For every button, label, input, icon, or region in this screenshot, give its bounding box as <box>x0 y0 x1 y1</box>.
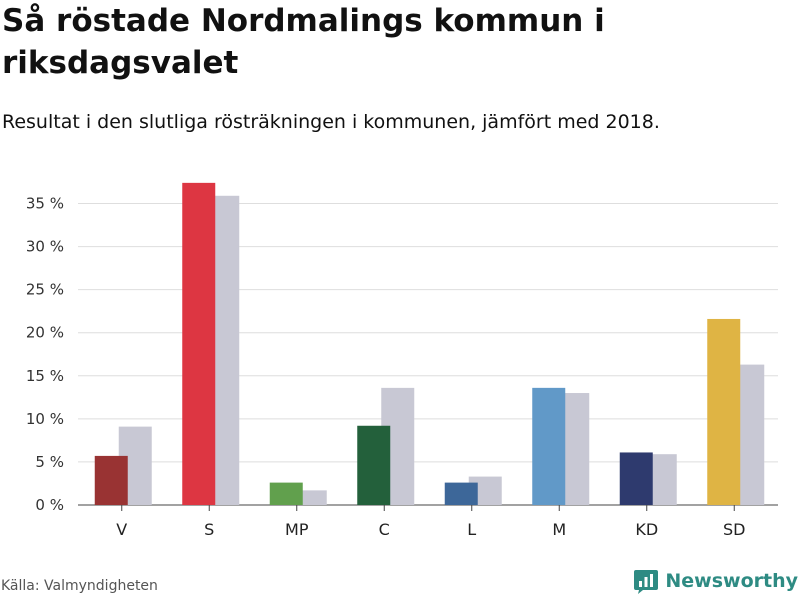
x-tick-label: S <box>204 520 214 539</box>
x-tick-label: M <box>552 520 566 539</box>
brand-logo: Newsworthy <box>633 568 798 594</box>
y-tick-label: 15 % <box>26 367 64 385</box>
x-tick-label: V <box>116 520 127 539</box>
y-tick-label: 20 % <box>26 324 64 342</box>
y-tick-label: 10 % <box>26 410 64 428</box>
bar-2022-kd <box>619 452 653 505</box>
x-tick-label: L <box>467 520 476 539</box>
source-note: Källa: Valmyndigheten <box>1 578 158 594</box>
x-tick-label: C <box>379 520 390 539</box>
x-tick-label: SD <box>723 520 745 539</box>
bar-2022-sd <box>707 318 741 505</box>
bar-2022-m <box>532 387 566 505</box>
newsworthy-logo-icon <box>634 570 659 594</box>
chart-subtitle: Resultat i den slutliga rösträkningen i … <box>2 111 660 133</box>
y-tick-label: 0 % <box>35 496 64 514</box>
bar-2022-c <box>357 425 391 505</box>
bar-2022-v <box>94 455 128 505</box>
y-tick-label: 35 % <box>26 195 64 213</box>
bar-chart: 0 % 5 % 10 % 15 % 20 % 25 % 30 % 35 % V S MP C L M KD S… <box>26 182 778 539</box>
bar-2022-s <box>182 182 216 505</box>
y-tick-label: 30 % <box>26 238 64 256</box>
bar-2022-mp <box>269 482 303 505</box>
x-tick-label: KD <box>635 520 658 539</box>
x-tick-label: MP <box>285 520 309 539</box>
y-tick-label: 25 % <box>26 281 64 299</box>
chart-title: Så röstade Nordmalings kommun i riksdags… <box>2 3 605 81</box>
brand-name: Newsworthy <box>665 570 798 592</box>
y-tick-label: 5 % <box>35 453 64 471</box>
bar-2022-l <box>444 482 478 505</box>
